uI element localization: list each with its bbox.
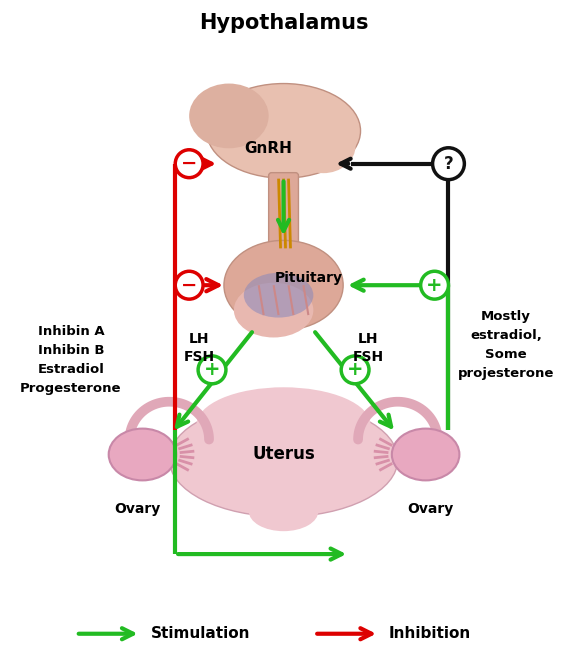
Text: GnRH: GnRH [245,141,292,156]
Ellipse shape [224,240,343,330]
Ellipse shape [234,283,314,338]
Text: +: + [347,360,364,380]
Text: Stimulation: Stimulation [150,626,250,641]
Text: Inhibin A
Inhibin B
Estradiol
Progesterone: Inhibin A Inhibin B Estradiol Progestero… [20,325,122,395]
Circle shape [175,271,203,299]
Text: Pituitary: Pituitary [274,271,343,285]
Text: +: + [204,360,220,380]
Ellipse shape [291,119,356,173]
Text: Inhibition: Inhibition [389,626,471,641]
Circle shape [420,271,448,299]
FancyBboxPatch shape [269,173,299,253]
Text: Mostly
estradiol,
Some
projesterone: Mostly estradiol, Some projesterone [458,310,554,380]
Ellipse shape [197,388,370,462]
Ellipse shape [170,402,398,517]
Text: Hypothalamus: Hypothalamus [199,13,368,33]
Circle shape [341,356,369,384]
Text: LH
FSH: LH FSH [352,332,384,364]
Circle shape [175,150,203,177]
Text: LH
FSH: LH FSH [184,332,215,364]
Text: ?: ? [444,155,453,173]
Ellipse shape [109,429,176,480]
Text: +: + [426,275,443,295]
Circle shape [432,148,464,179]
Text: Ovary: Ovary [114,502,160,516]
Ellipse shape [207,83,361,178]
Text: Ovary: Ovary [407,502,453,516]
Ellipse shape [249,492,318,531]
Text: −: − [181,154,197,173]
Text: −: − [181,275,197,295]
Ellipse shape [189,83,269,148]
Ellipse shape [244,273,314,317]
Ellipse shape [392,429,459,480]
Circle shape [198,356,226,384]
Text: Uterus: Uterus [252,446,315,464]
